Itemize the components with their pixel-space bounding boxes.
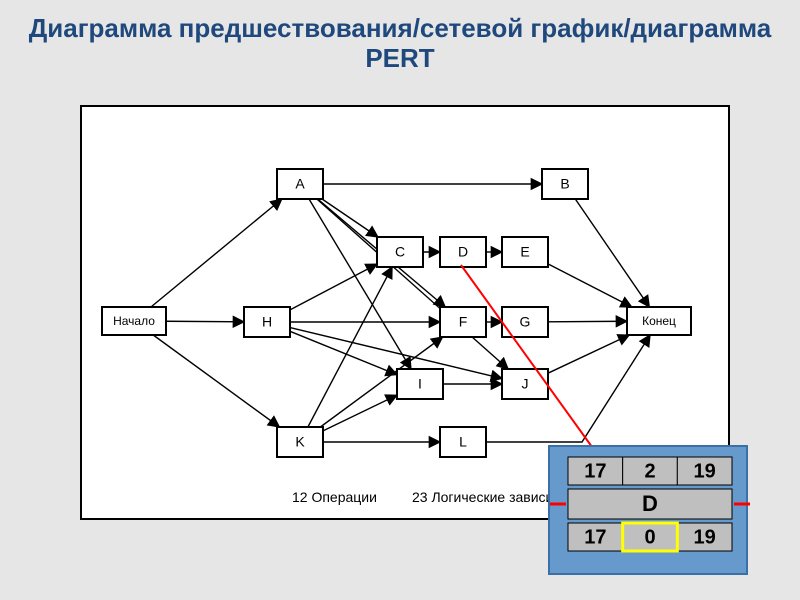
edge-A-J: [317, 199, 508, 369]
detail-bottom-0-text: 17: [584, 526, 606, 548]
node-label-K: K: [295, 434, 305, 450]
node-label-start: Начало: [113, 314, 155, 328]
edge-start-A: [151, 199, 282, 307]
node-label-H: H: [262, 314, 272, 330]
node-label-D: D: [458, 244, 468, 260]
node-label-J: J: [522, 376, 529, 392]
node-label-G: G: [520, 314, 531, 330]
edge-G-end: [548, 321, 627, 322]
edge-H-C: [290, 264, 377, 310]
node-label-A: A: [295, 176, 305, 192]
node-label-L: L: [459, 434, 467, 450]
node-detail-svg: 17 2 19 D 17 0 19: [550, 447, 750, 577]
diagram-caption-0: 12 Операции: [292, 489, 377, 505]
edge-J-end: [548, 335, 629, 373]
edge-H-I: [290, 331, 397, 374]
slide: Диаграмма предшествования/сетевой график…: [0, 0, 800, 600]
detail-top-0-text: 17: [584, 460, 606, 482]
node-label-B: B: [560, 176, 569, 192]
detail-center-text: D: [642, 491, 658, 516]
edge-E-end: [548, 264, 632, 307]
node-label-F: F: [459, 314, 468, 330]
node-label-end: Конец: [642, 314, 676, 328]
node-detail-box: 17 2 19 D 17 0 19: [548, 445, 748, 575]
edge-start-H: [166, 321, 244, 322]
detail-top-2-text: 19: [694, 460, 716, 482]
node-label-E: E: [520, 244, 529, 260]
edge-start-K: [153, 335, 279, 427]
slide-title: Диаграмма предшествования/сетевой график…: [0, 14, 800, 74]
edge-A-C: [322, 199, 378, 237]
detail-bottom-1-text: 0: [644, 526, 655, 548]
node-label-I: I: [418, 376, 422, 392]
detail-top-1-text: 2: [644, 460, 655, 482]
node-label-C: C: [395, 244, 405, 260]
detail-bottom-2-text: 19: [694, 526, 716, 548]
edge-B-end: [575, 199, 649, 307]
edge-K-I: [323, 395, 397, 431]
